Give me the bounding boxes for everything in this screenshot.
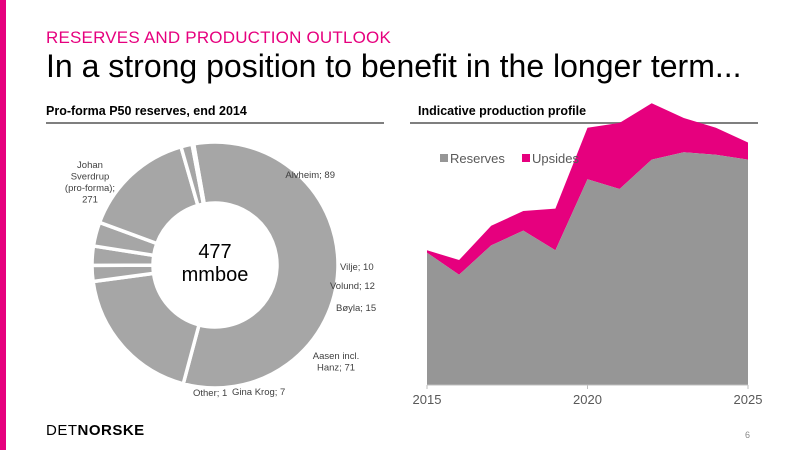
donut-center-unit: mmboe — [182, 264, 249, 286]
legend-label-upsides: Upsides — [532, 151, 579, 166]
donut-label-alvheim: Alvheim; 89 — [285, 170, 335, 181]
donut-label-boyla: Bøyla; 15 — [336, 303, 376, 314]
legend-swatch-upsides — [522, 154, 530, 162]
page-number: 6 — [745, 430, 751, 440]
accent-bar — [0, 0, 6, 450]
donut-label-gina-krog: Gina Krog; 7 — [232, 387, 285, 398]
donut-title-rule — [46, 122, 384, 124]
area-series-upsides — [427, 103, 748, 275]
donut-chart-title: Pro-forma P50 reserves, end 2014 — [46, 104, 247, 118]
headline: In a strong position to benefit in the l… — [46, 48, 742, 84]
donut-label-johan-sverdrup: Johan Sverdrup (pro-forma); 271 — [65, 160, 115, 206]
area-chart-title: Indicative production profile — [418, 104, 587, 118]
area-title-rule — [410, 122, 758, 124]
section-title: RESERVES AND PRODUCTION OUTLOOK — [46, 28, 392, 47]
x-tick-label: 2015 — [413, 392, 442, 407]
company-logo: DETNORSKE — [46, 422, 145, 439]
donut-label-other: Other; 1 — [193, 388, 227, 399]
logo-bold-text: NORSKE — [77, 422, 145, 439]
donut-center-value: 477 — [198, 241, 231, 263]
donut-label-vilje: Vilje; 10 — [340, 262, 374, 273]
donut-slice-johan-sverdrup — [181, 140, 340, 390]
donut-label-aasen: Aasen incl. Hanz; 71 — [313, 351, 359, 374]
donut-label-volund: Volund; 12 — [330, 281, 375, 292]
x-tick-label: 2025 — [734, 392, 763, 407]
legend-label-reserves: Reserves — [450, 151, 505, 166]
area-series-reserves — [427, 152, 748, 385]
x-tick-label: 2020 — [573, 392, 602, 407]
donut-slice-other — [189, 141, 207, 207]
logo-light-text: DET — [46, 422, 78, 439]
legend-swatch-reserves — [440, 154, 448, 162]
